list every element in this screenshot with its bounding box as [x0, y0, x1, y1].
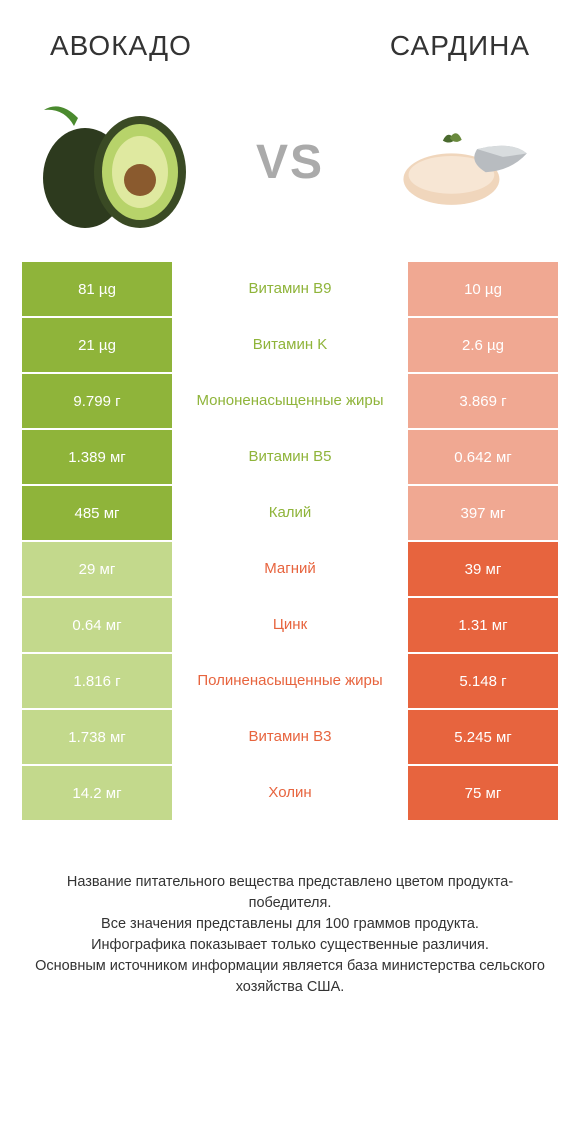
comparison-row: 81 µgВитамин B910 µg: [22, 262, 558, 316]
comparison-row: 1.816 гПолиненасыщенные жиры5.148 г: [22, 654, 558, 708]
right-value: 1.31 мг: [408, 598, 558, 652]
right-value: 5.148 г: [408, 654, 558, 708]
comparison-row: 0.64 мгЦинк1.31 мг: [22, 598, 558, 652]
left-value: 1.389 мг: [22, 430, 172, 484]
comparison-row: 29 мгМагний39 мг: [22, 542, 558, 596]
comparison-row: 21 µgВитамин K2.6 µg: [22, 318, 558, 372]
right-food-title: САРДИНА: [390, 30, 530, 62]
right-value: 3.869 г: [408, 374, 558, 428]
right-value: 39 мг: [408, 542, 558, 596]
nutrient-label: Полиненасыщенные жиры: [172, 654, 408, 708]
nutrient-label: Калий: [172, 486, 408, 540]
left-value: 81 µg: [22, 262, 172, 316]
right-value: 5.245 мг: [408, 710, 558, 764]
footnote-line: Инфографика показывает только существенн…: [30, 935, 550, 956]
left-food-title: АВОКАДО: [50, 30, 192, 62]
left-value: 0.64 мг: [22, 598, 172, 652]
comparison-row: 1.389 мгВитамин B50.642 мг: [22, 430, 558, 484]
left-value: 9.799 г: [22, 374, 172, 428]
footnote-text: Название питательного вещества представл…: [0, 822, 580, 998]
left-value: 21 µg: [22, 318, 172, 372]
footnote-line: Все значения представлены для 100 граммо…: [30, 914, 550, 935]
right-value: 397 мг: [408, 486, 558, 540]
comparison-row: 485 мгКалий397 мг: [22, 486, 558, 540]
avocado-image: [30, 92, 210, 232]
right-value: 2.6 µg: [408, 318, 558, 372]
nutrient-label: Холин: [172, 766, 408, 820]
comparison-row: 9.799 гМононенасыщенные жиры3.869 г: [22, 374, 558, 428]
nutrient-label: Витамин K: [172, 318, 408, 372]
footnote-line: Основным источником информации является …: [30, 956, 550, 998]
nutrient-label: Цинк: [172, 598, 408, 652]
images-row: VS: [0, 82, 580, 262]
right-value: 75 мг: [408, 766, 558, 820]
comparison-row: 1.738 мгВитамин B35.245 мг: [22, 710, 558, 764]
comparison-header: АВОКАДО САРДИНА: [0, 0, 580, 82]
nutrient-label: Витамин B5: [172, 430, 408, 484]
nutrient-label: Витамин B9: [172, 262, 408, 316]
comparison-table: 81 µgВитамин B910 µg21 µgВитамин K2.6 µg…: [0, 262, 580, 820]
footnote-line: Название питательного вещества представл…: [30, 872, 550, 914]
right-value: 10 µg: [408, 262, 558, 316]
nutrient-label: Витамин B3: [172, 710, 408, 764]
nutrient-label: Мононенасыщенные жиры: [172, 374, 408, 428]
left-value: 1.816 г: [22, 654, 172, 708]
left-value: 14.2 мг: [22, 766, 172, 820]
comparison-row: 14.2 мгХолин75 мг: [22, 766, 558, 820]
right-value: 0.642 мг: [408, 430, 558, 484]
left-value: 29 мг: [22, 542, 172, 596]
sardine-image: [370, 92, 550, 232]
left-value: 1.738 мг: [22, 710, 172, 764]
nutrient-label: Магний: [172, 542, 408, 596]
vs-label: VS: [256, 135, 324, 190]
left-value: 485 мг: [22, 486, 172, 540]
